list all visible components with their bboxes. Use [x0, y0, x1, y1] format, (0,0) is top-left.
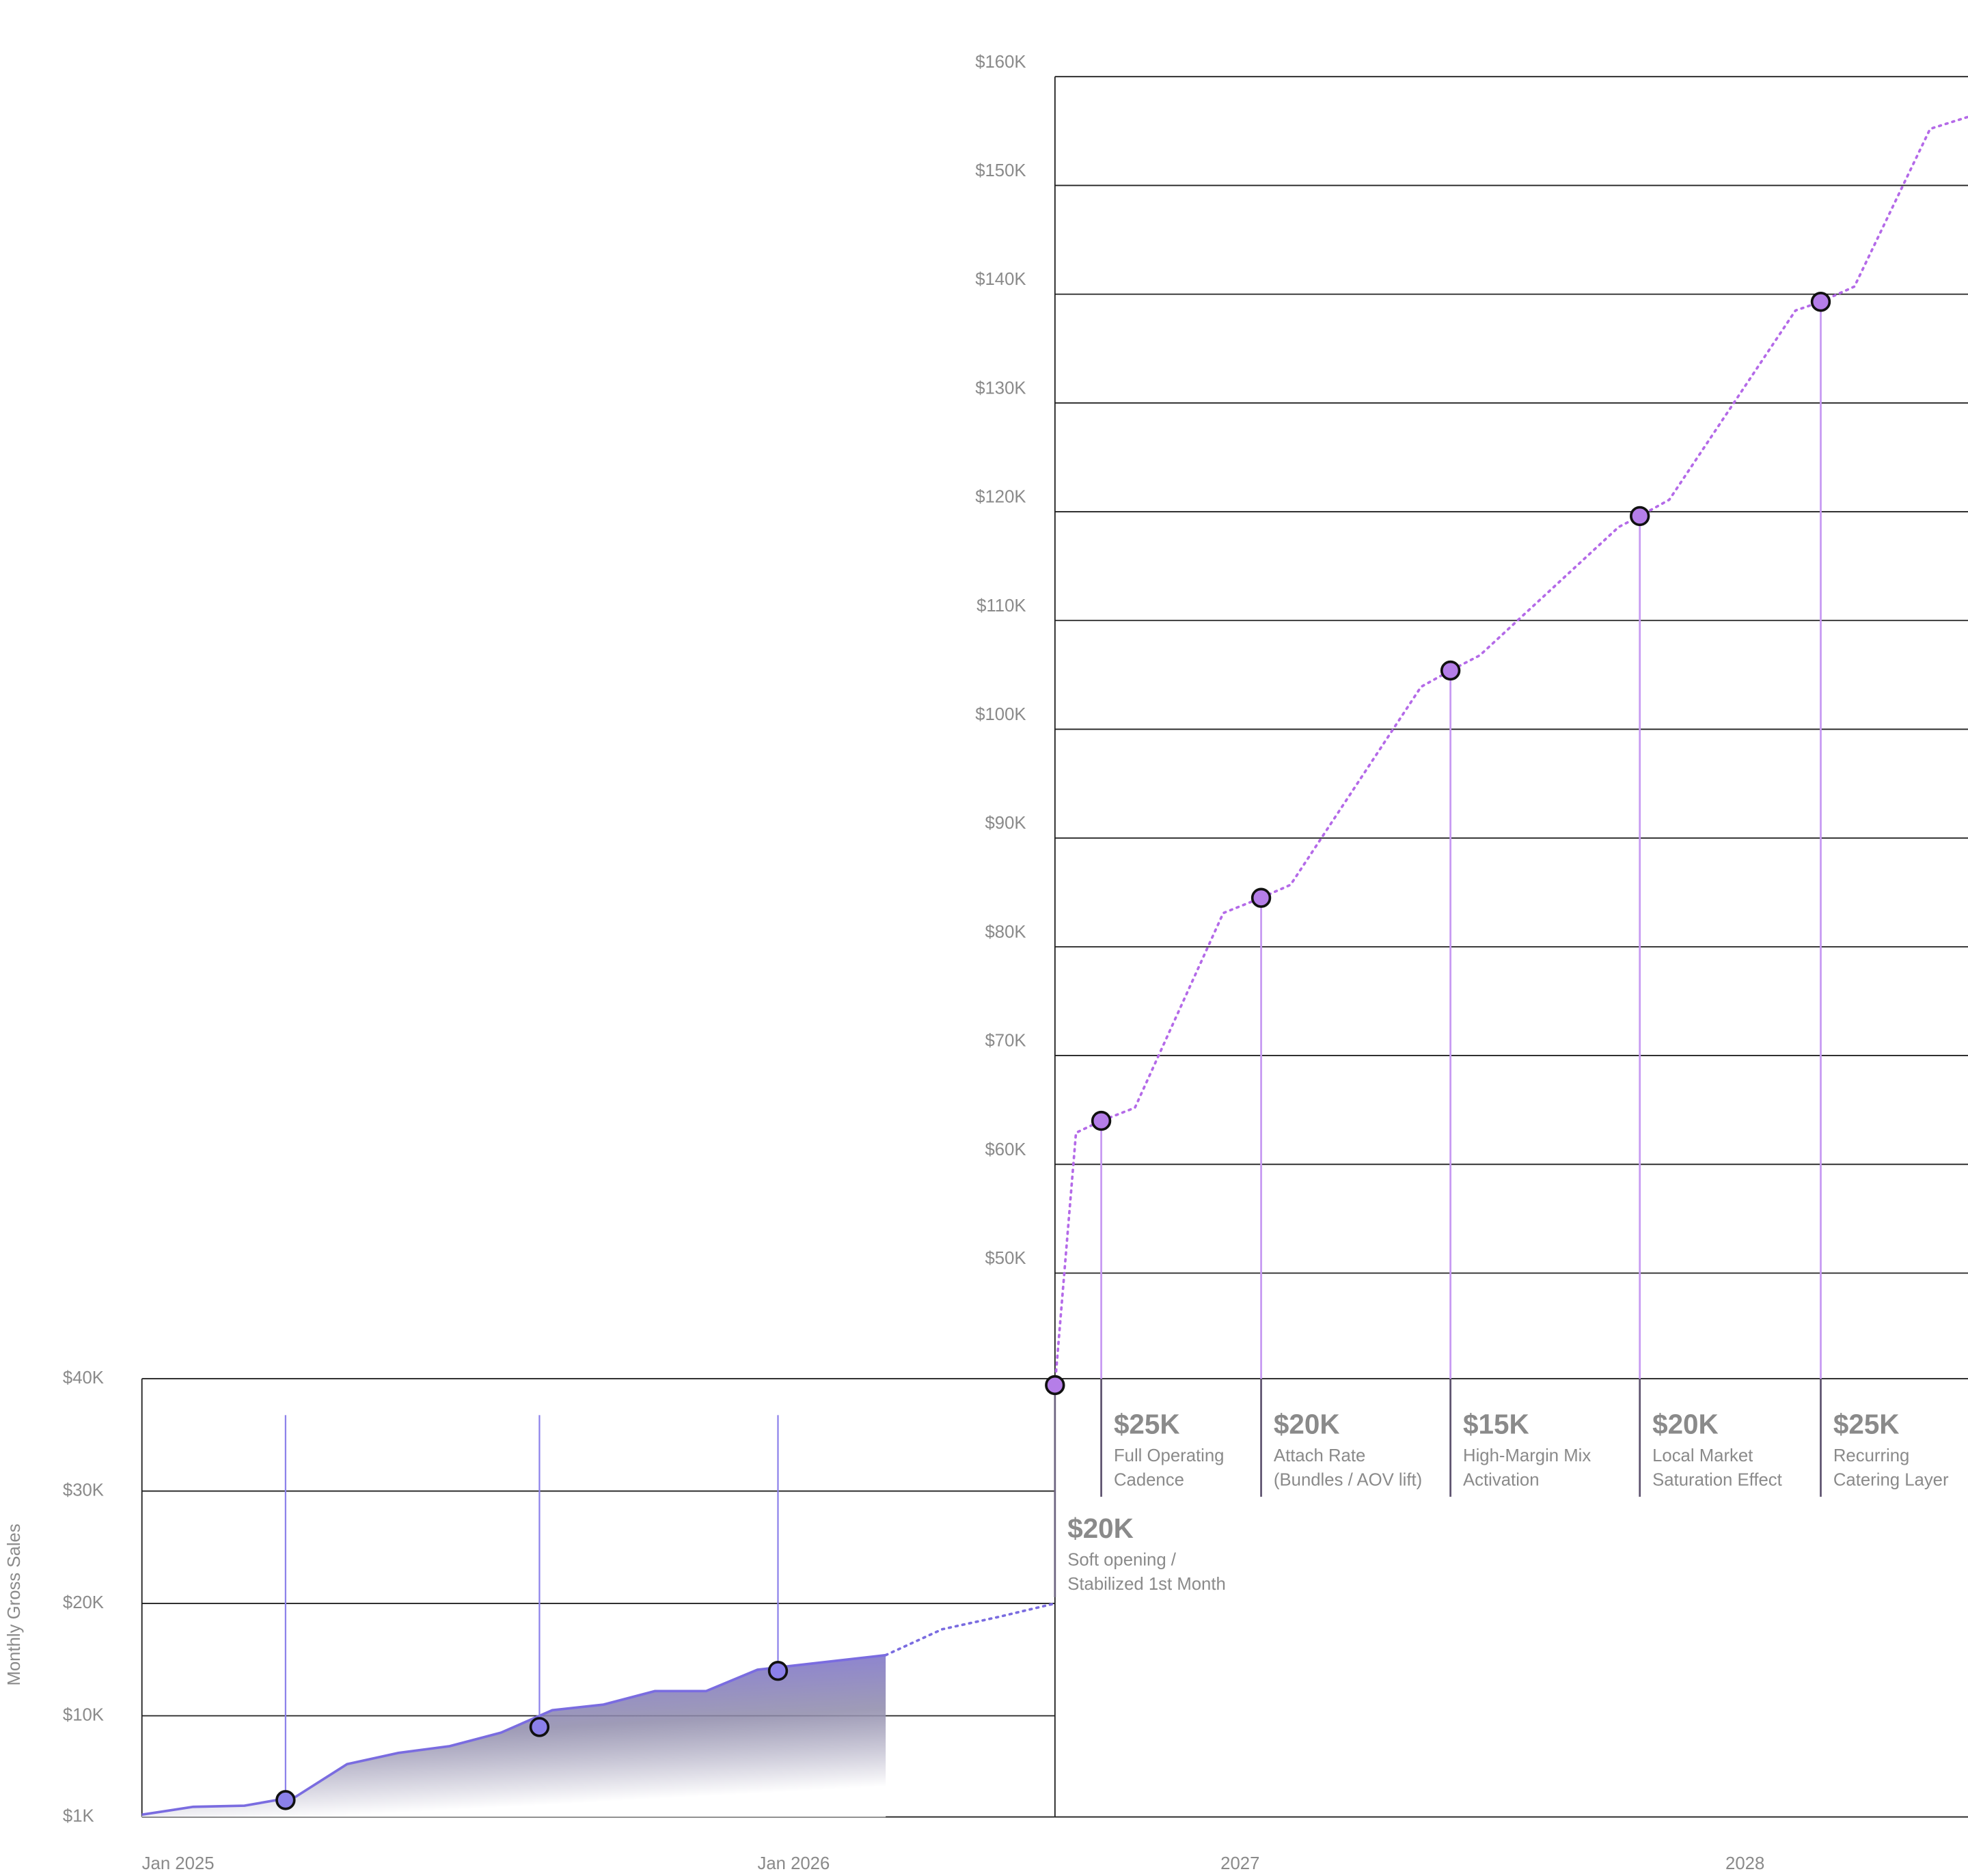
y-tick-label: $120K: [975, 488, 1026, 507]
annotation-text: Stabilized 1st Month: [1067, 1575, 1226, 1594]
annotation-value: $15K: [1463, 1409, 1529, 1440]
projection-line: [884, 1602, 1056, 1657]
annotation-value: $25K: [1114, 1409, 1180, 1440]
y-tick-label: $150K: [975, 161, 1026, 180]
milestone-marker: [1630, 506, 1650, 527]
projection-line: [1054, 115, 1968, 1387]
x-tick-label: 2027: [1220, 1854, 1259, 1873]
y-tick-label: $110K: [976, 596, 1026, 616]
y-axis-label: Monthly Gross Sales: [5, 1523, 24, 1685]
milestone-marker: [1440, 660, 1461, 681]
annotation-text: Attach Rate: [1274, 1446, 1365, 1465]
y-tick-label: $80K: [985, 922, 1026, 941]
annotation-value: $20K: [1067, 1513, 1134, 1544]
annotation-text: Full Operating: [1114, 1446, 1225, 1465]
y-tick-label: $160K: [975, 53, 1026, 72]
annotation-text: Recurring: [1833, 1446, 1910, 1465]
annotation-text: Saturation Effect: [1652, 1471, 1782, 1490]
y-tick-label: $30K: [63, 1480, 104, 1500]
area-line: [141, 1653, 886, 1817]
annotation-text: (Bundles / AOV lift): [1274, 1471, 1422, 1490]
x-tick-label: Jan 2025: [142, 1854, 215, 1873]
y-tick-label: $100K: [975, 705, 1026, 724]
y-tick-label: $70K: [985, 1032, 1026, 1051]
annotation-text: Catering Layer: [1833, 1471, 1949, 1490]
annotation-text: Local Market: [1652, 1446, 1753, 1465]
milestone-marker: [529, 1717, 550, 1737]
milestone-marker: [1045, 1375, 1065, 1396]
annotation-value: $20K: [1652, 1409, 1719, 1440]
y-tick-label: $20K: [63, 1593, 104, 1612]
x-tick-label: Jan 2026: [757, 1854, 830, 1873]
milestone-marker: [1810, 292, 1831, 312]
annotation-text: Activation: [1463, 1471, 1540, 1490]
annotation-value: $20K: [1274, 1409, 1340, 1440]
annotation-text: Soft opening /: [1067, 1550, 1177, 1569]
annotation-text: High-Margin Mix: [1463, 1446, 1591, 1465]
y-tick-label: $10K: [63, 1705, 104, 1724]
y-tick-label: $40K: [63, 1368, 104, 1388]
y-tick-label: $50K: [985, 1249, 1026, 1268]
annotation-text: Cadence: [1114, 1471, 1184, 1490]
milestone-marker: [1091, 1110, 1112, 1131]
y-tick-label: $130K: [975, 378, 1026, 398]
y-tick-label: $1K: [63, 1806, 94, 1825]
y-tick-label: $90K: [985, 814, 1026, 833]
milestone-marker: [275, 1790, 296, 1810]
x-tick-label: 2028: [1725, 1854, 1764, 1873]
milestone-marker: [1250, 887, 1272, 908]
y-tick-label: $60K: [985, 1140, 1026, 1159]
y-tick-label: $140K: [975, 270, 1026, 289]
annotation-value: $25K: [1833, 1409, 1900, 1440]
milestone-marker: [767, 1661, 789, 1681]
